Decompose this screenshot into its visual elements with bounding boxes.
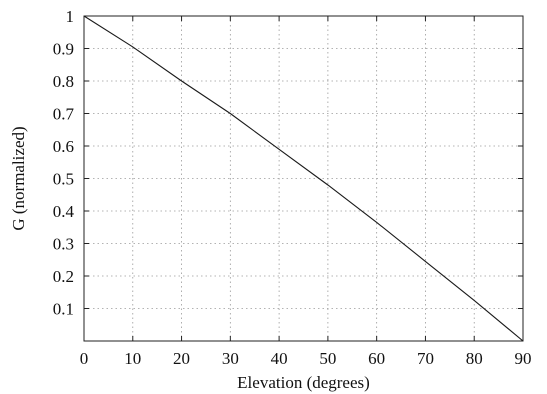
x-tick-label: 10 bbox=[124, 349, 141, 368]
y-tick-label: 0.6 bbox=[53, 137, 74, 156]
x-tick-label: 40 bbox=[271, 349, 288, 368]
x-tick-label: 90 bbox=[515, 349, 532, 368]
x-tick-label: 30 bbox=[222, 349, 239, 368]
y-tick-label: 0.7 bbox=[53, 105, 75, 124]
x-axis-title: Elevation (degrees) bbox=[237, 373, 370, 392]
y-axis-title: G (normalized) bbox=[9, 126, 28, 230]
y-tick-label: 0.5 bbox=[53, 170, 74, 189]
y-tick-label: 0.9 bbox=[53, 40, 74, 59]
plot-frame bbox=[83, 15, 524, 342]
x-tick-label: 70 bbox=[417, 349, 434, 368]
axis-ticks bbox=[83, 15, 524, 341]
x-tick-label: 50 bbox=[319, 349, 336, 368]
x-tick-label: 60 bbox=[368, 349, 385, 368]
y-tick-label: 0.4 bbox=[53, 202, 75, 221]
y-tick-label: 0.3 bbox=[53, 235, 74, 254]
y-tick-labels: 0.1 0.2 0.3 0.4 0.5 0.6 0.7 0.8 0.9 1 bbox=[53, 7, 75, 319]
series-group bbox=[83, 15, 524, 342]
x-tick-label: 0 bbox=[80, 349, 89, 368]
series-line bbox=[83, 15, 524, 342]
x-tick-label: 20 bbox=[173, 349, 190, 368]
y-tick-label: 0.8 bbox=[53, 72, 74, 91]
y-tick-label: 0.1 bbox=[53, 300, 74, 319]
x-tick-label: 80 bbox=[466, 349, 483, 368]
x-tick-labels: 0 10 20 30 40 50 60 70 80 90 bbox=[80, 349, 532, 368]
y-tick-label: 1 bbox=[66, 7, 75, 26]
y-tick-label: 0.2 bbox=[53, 267, 74, 286]
grid bbox=[84, 16, 523, 341]
